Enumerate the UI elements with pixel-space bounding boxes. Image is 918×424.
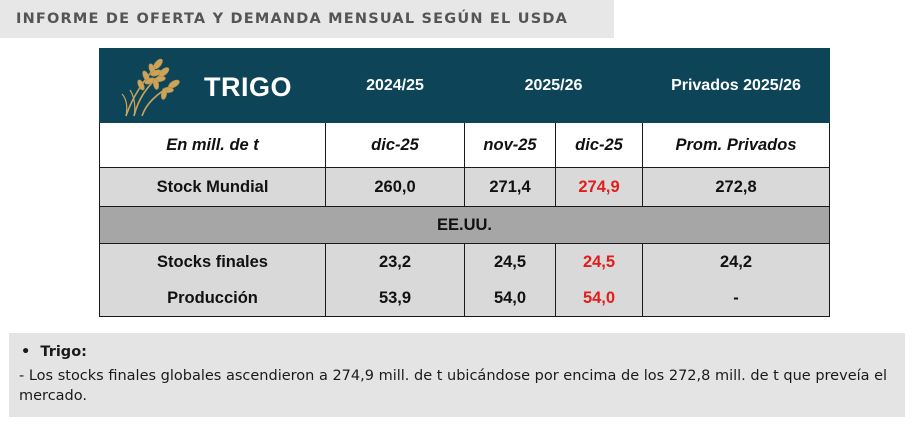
table-title: TRIGO: [204, 72, 292, 102]
supply-demand-table: TRIGO 2024/25 2025/26 Privados 2025/26 E…: [99, 48, 830, 317]
table-row: Stock Mundial 260,0 271,4 274,9 272,8: [99, 167, 830, 207]
table-cell: 23,2: [325, 243, 465, 280]
table-cell: 260,0: [325, 167, 465, 207]
subheader-cell: dic-25: [555, 122, 643, 168]
table-cell: 24,5: [464, 243, 556, 280]
col-header-privados: Privados 2025/26: [642, 48, 830, 123]
wheat-icon: [121, 58, 180, 117]
table-cell: 24,2: [642, 243, 830, 280]
row-label: Stock Mundial: [99, 167, 326, 207]
subheader-cell: nov-25: [464, 122, 556, 168]
col-header-2024-25: 2024/25: [325, 48, 465, 123]
table-header-row: TRIGO 2024/25 2025/26 Privados 2025/26: [99, 48, 830, 123]
table-row: Stocks finales 23,2 24,5 24,5 24,2: [99, 243, 830, 280]
section-label: EE.UU.: [99, 206, 830, 244]
row-label: Stocks finales: [99, 243, 326, 280]
section-row: EE.UU.: [99, 206, 830, 244]
table-cell: 53,9: [325, 280, 465, 317]
table-cell: 271,4: [464, 167, 556, 207]
bullet-icon: •: [21, 344, 31, 360]
table-cell: 54,0: [464, 280, 556, 317]
row-label: Producción: [99, 280, 326, 317]
commentary-title: Trigo:: [40, 344, 87, 360]
report-title: INFORME DE OFERTA Y DEMANDA MENSUAL SEGÚ…: [16, 11, 568, 27]
commentary-text: - Los stocks finales globales ascendiero…: [19, 368, 888, 404]
table-cell-highlight: 54,0: [555, 280, 643, 317]
commentary-box: • Trigo: - Los stocks finales globales a…: [9, 333, 905, 417]
table-cell: -: [642, 280, 830, 317]
subheader-cell: Prom. Privados: [642, 122, 830, 168]
table-cell: 272,8: [642, 167, 830, 207]
table-cell-highlight: 274,9: [555, 167, 643, 207]
units-label: En mill. de t: [99, 122, 326, 168]
col-header-2025-26: 2025/26: [464, 48, 643, 123]
table-row: Producción 53,9 54,0 54,0 -: [99, 280, 830, 317]
subheader-cell: dic-25: [325, 122, 465, 168]
report-header: INFORME DE OFERTA Y DEMANDA MENSUAL SEGÚ…: [0, 0, 614, 38]
title-cell: TRIGO: [99, 48, 326, 123]
subheader-row: En mill. de t dic-25 nov-25 dic-25 Prom.…: [99, 122, 830, 168]
commentary-heading: • Trigo:: [21, 342, 87, 362]
table-cell-highlight: 24,5: [555, 243, 643, 280]
